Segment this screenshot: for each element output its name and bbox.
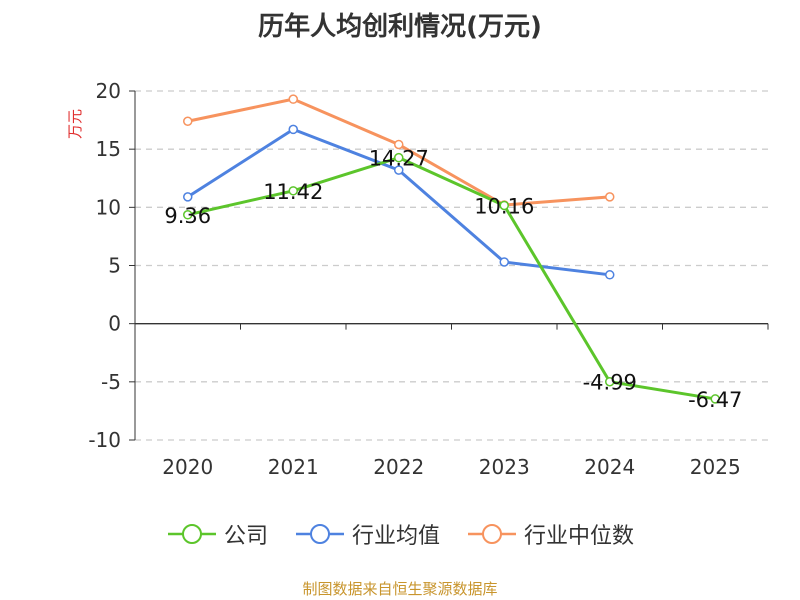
data-point <box>499 200 509 211</box>
chart-title: 历年人均创利情况(万元) <box>258 12 542 42</box>
data-point <box>394 165 404 175</box>
data-labels: 9.36 11.42 14.27 10.16 -4.99 -6.47 <box>164 147 742 412</box>
data-point <box>288 94 298 104</box>
data-point <box>183 116 193 126</box>
source-note: 制图数据来自恒生聚源数据库 <box>302 580 498 598</box>
x-tick-label: 2022 <box>373 455 424 479</box>
data-label: -4.99 <box>583 371 637 395</box>
legend-label: 公司 <box>223 524 268 549</box>
y-tick-label: 15 <box>96 137 121 161</box>
data-point <box>710 394 720 404</box>
y-tick-label: 0 <box>108 312 121 336</box>
data-point <box>605 270 615 280</box>
legend-marker <box>482 524 502 544</box>
legend-label: 行业中位数 <box>524 524 635 549</box>
data-label: 10.16 <box>474 194 534 218</box>
data-point <box>605 376 615 387</box>
legend-marker <box>181 524 202 544</box>
x-tick-labels: 2020 2021 2022 2023 2024 2025 <box>162 455 740 479</box>
x-tick-label: 2023 <box>479 455 530 479</box>
x-tick-label: 2021 <box>268 455 319 479</box>
data-label: 9.36 <box>164 204 211 228</box>
data-label: 14.27 <box>369 147 429 171</box>
data-point <box>499 257 509 267</box>
legend-item[interactable]: 行业均值 <box>294 518 440 550</box>
legend-marker <box>309 524 330 544</box>
y-axis-label: 万元 <box>66 109 84 139</box>
data-point <box>183 192 193 202</box>
legend-item[interactable]: 公司 <box>166 518 268 550</box>
x-tick-label: 2024 <box>584 455 635 479</box>
data-point <box>605 192 615 202</box>
legend-label: 行业均值 <box>351 524 440 549</box>
data-point <box>183 210 193 220</box>
legend-item[interactable]: 行业中位数 <box>466 518 634 550</box>
legend-line-marker-icon <box>167 524 216 544</box>
data-point <box>288 186 298 196</box>
data-label: 11.42 <box>263 180 323 204</box>
axes <box>129 90 769 441</box>
y-tick-label: -10 <box>88 428 121 452</box>
data-point <box>288 124 298 135</box>
series-line <box>187 156 716 401</box>
y-tick-label: 5 <box>108 254 121 278</box>
y-tick-labels: 20 15 10 5 0 -5 -10 <box>88 79 121 452</box>
legend: 公司 行业均值 行业中位数 <box>0 518 800 550</box>
y-tick-label: 20 <box>96 79 121 103</box>
legend-line-marker-icon <box>295 524 344 544</box>
series-0 <box>183 152 720 404</box>
data-point <box>394 152 404 163</box>
y-tick-label: -5 <box>101 370 121 394</box>
legend-line-marker-icon <box>468 524 516 544</box>
y-tick-label: 10 <box>96 195 121 219</box>
x-tick-label: 2020 <box>162 455 213 479</box>
x-tick-label: 2025 <box>690 455 741 479</box>
data-label: -6.47 <box>688 388 742 412</box>
data-point <box>394 139 404 150</box>
gridlines <box>135 90 768 441</box>
series-lines <box>183 94 720 404</box>
